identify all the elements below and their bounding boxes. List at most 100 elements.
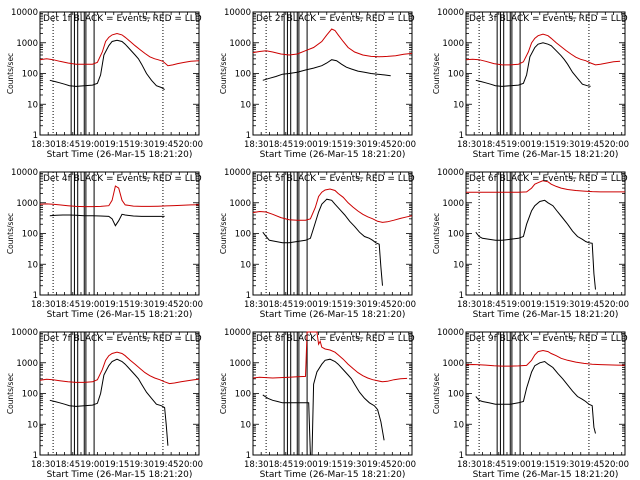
series-line-lld bbox=[466, 180, 625, 193]
corner-box bbox=[355, 333, 364, 339]
corner-box bbox=[568, 173, 577, 179]
series-line-lld bbox=[39, 32, 200, 67]
x-axis-label: Start Time (26-Mar-15 18:21:20) bbox=[260, 310, 406, 320]
series-line-events bbox=[262, 198, 383, 286]
corner-box bbox=[142, 13, 151, 19]
x-tick-label: 19:00 bbox=[80, 300, 105, 310]
x-axis-label: Start Time (26-Mar-15 18:21:20) bbox=[473, 470, 619, 480]
x-tick-label: 19:00 bbox=[293, 460, 318, 470]
x-tick-label: 19:45 bbox=[367, 300, 392, 310]
x-axis-label: Start Time (26-Mar-15 18:21:20) bbox=[47, 150, 193, 160]
y-tick-label: 1 bbox=[33, 291, 38, 301]
x-axis-label: Start Time (26-Mar-15 18:21:20) bbox=[47, 470, 193, 480]
y-tick-label: 1000 bbox=[442, 39, 464, 49]
x-tick-label: 19:00 bbox=[80, 140, 105, 150]
x-tick-label: 20:00 bbox=[605, 460, 630, 470]
x-tick-label: 19:30 bbox=[555, 140, 580, 150]
x-tick-label: 19:45 bbox=[580, 300, 605, 310]
series-line-events bbox=[475, 360, 596, 434]
x-tick-label: 18:30 bbox=[31, 140, 56, 150]
x-tick-label: 19:45 bbox=[154, 460, 179, 470]
x-tick-label: 19:30 bbox=[555, 300, 580, 310]
x-tick-label: 19:15 bbox=[318, 460, 343, 470]
x-tick-label: 19:30 bbox=[342, 460, 367, 470]
x-tick-label: 18:30 bbox=[244, 140, 269, 150]
x-tick-label: 20:00 bbox=[392, 460, 417, 470]
y-tick-label: 10000 bbox=[11, 8, 38, 18]
y-tick-label: 100 bbox=[22, 230, 38, 240]
y-tick-label: 10000 bbox=[437, 168, 464, 178]
y-tick-label: 10 bbox=[453, 420, 464, 430]
x-tick-label: 19:00 bbox=[80, 460, 105, 470]
x-axis-label: Start Time (26-Mar-15 18:21:20) bbox=[473, 150, 619, 160]
series-line-events bbox=[475, 199, 596, 290]
x-tick-label: 19:15 bbox=[105, 300, 130, 310]
series-line-lld bbox=[252, 331, 408, 383]
panel-8: 1 10 100 1000 10000 18:30 18:45 19:00 19:15 19:30… bbox=[219, 328, 416, 480]
chart-title: Det 3f BLACK = Events, RED = LLD bbox=[469, 14, 628, 24]
y-tick-label: 10 bbox=[27, 420, 38, 430]
y-tick-label: 1 bbox=[33, 131, 38, 141]
series-line-events bbox=[49, 213, 165, 227]
x-tick-label: 18:45 bbox=[56, 140, 81, 150]
chart-title: Det 2f BLACK = Events, RED = LLD bbox=[256, 14, 415, 24]
y-tick-label: 100 bbox=[448, 70, 464, 80]
y-tick-label: 10 bbox=[240, 260, 251, 270]
corner-box bbox=[568, 13, 577, 19]
y-axis-label: Counts/sec bbox=[6, 53, 15, 94]
y-axis-label: Counts/sec bbox=[432, 53, 441, 94]
plot-frame bbox=[465, 11, 626, 136]
x-tick-label: 19:15 bbox=[105, 140, 130, 150]
series-line-events bbox=[475, 42, 591, 87]
x-axis-label: Start Time (26-Mar-15 18:21:20) bbox=[260, 470, 406, 480]
y-tick-label: 10000 bbox=[11, 328, 38, 338]
plot-frame bbox=[252, 11, 413, 136]
chart-title: Det 4f BLACK = Events, RED = LLD bbox=[43, 174, 202, 184]
y-tick-label: 100 bbox=[235, 390, 251, 400]
series-line-lld bbox=[39, 351, 200, 385]
y-tick-label: 1 bbox=[459, 451, 464, 461]
x-tick-label: 18:45 bbox=[269, 460, 294, 470]
y-tick-label: 100 bbox=[235, 230, 251, 240]
x-tick-label: 19:30 bbox=[129, 460, 154, 470]
x-tick-label: 19:00 bbox=[293, 300, 318, 310]
corner-box bbox=[355, 173, 364, 179]
plot-frame bbox=[252, 331, 413, 456]
y-tick-label: 1000 bbox=[229, 359, 251, 369]
y-tick-label: 1 bbox=[459, 131, 464, 141]
x-tick-label: 20:00 bbox=[605, 300, 630, 310]
y-tick-label: 10000 bbox=[11, 168, 38, 178]
panel-7: 1 10 100 1000 10000 18:30 18:45 19:00 19:15 19:30… bbox=[6, 328, 203, 480]
y-tick-label: 1000 bbox=[16, 199, 38, 209]
x-tick-label: 19:15 bbox=[531, 300, 556, 310]
y-tick-label: 10 bbox=[240, 420, 251, 430]
panel-9: 1 10 100 1000 10000 18:30 18:45 19:00 19:15 19:30… bbox=[432, 328, 629, 480]
x-axis-label: Start Time (26-Mar-15 18:21:20) bbox=[260, 150, 406, 160]
plot-frame bbox=[39, 11, 200, 136]
x-tick-label: 19:30 bbox=[129, 300, 154, 310]
x-tick-label: 20:00 bbox=[605, 140, 630, 150]
chart-title: Det 9f BLACK = Events, RED = LLD bbox=[469, 334, 628, 344]
x-tick-label: 19:15 bbox=[318, 300, 343, 310]
corner-box bbox=[568, 333, 577, 339]
series-line-events bbox=[262, 358, 385, 456]
x-tick-label: 19:00 bbox=[293, 140, 318, 150]
x-tick-label: 19:45 bbox=[367, 140, 392, 150]
plot-frame bbox=[465, 171, 626, 296]
x-tick-label: 19:15 bbox=[531, 460, 556, 470]
y-tick-label: 1000 bbox=[229, 199, 251, 209]
x-tick-label: 19:15 bbox=[531, 140, 556, 150]
x-tick-label: 19:00 bbox=[506, 460, 531, 470]
y-axis-label: Counts/sec bbox=[6, 213, 15, 254]
y-tick-label: 10 bbox=[453, 100, 464, 110]
series-line-lld bbox=[252, 188, 413, 223]
panel-2: 1 10 100 1000 10000 18:30 18:45 19:00 19:15 19:30… bbox=[219, 8, 416, 160]
y-tick-label: 100 bbox=[235, 70, 251, 80]
x-tick-label: 18:30 bbox=[31, 300, 56, 310]
x-tick-label: 18:30 bbox=[31, 460, 56, 470]
x-tick-label: 19:30 bbox=[555, 460, 580, 470]
x-tick-label: 18:45 bbox=[269, 140, 294, 150]
y-axis-label: Counts/sec bbox=[432, 373, 441, 414]
x-tick-label: 19:45 bbox=[580, 140, 605, 150]
